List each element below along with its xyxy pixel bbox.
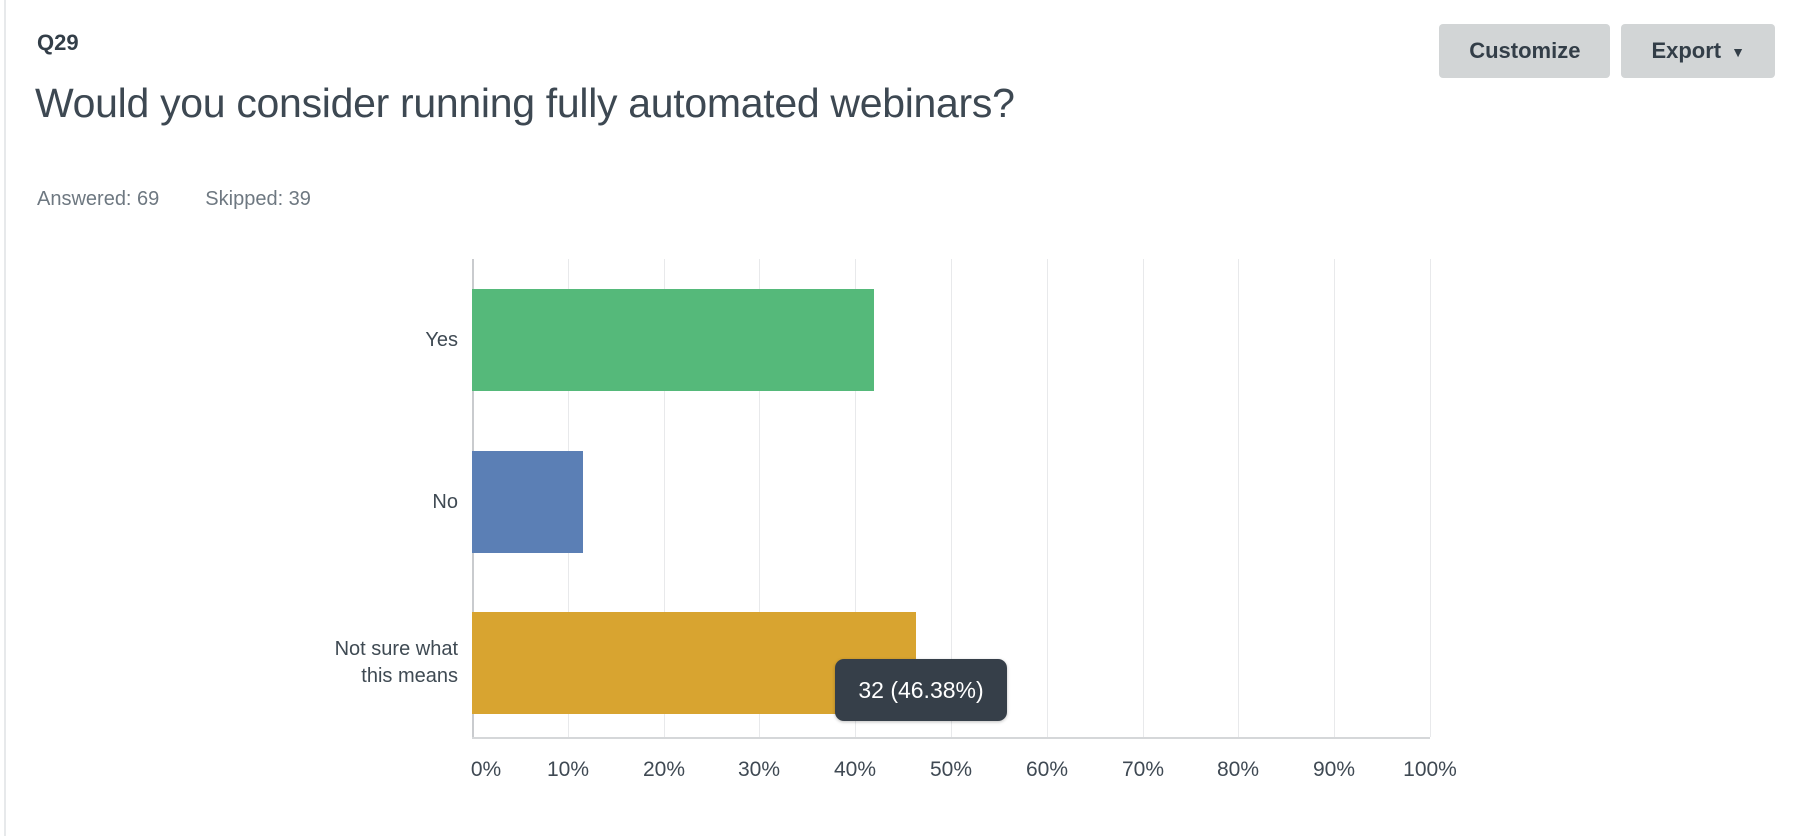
- category-label: Not sure what this means: [334, 638, 458, 687]
- answered-count: Answered: 69: [37, 188, 160, 210]
- gridline: [1430, 259, 1431, 737]
- question-title: Would you consider running fully automat…: [35, 80, 1015, 126]
- export-button-label: Export: [1651, 38, 1722, 63]
- bar-no[interactable]: [472, 451, 583, 553]
- toolbar: Customize Export ▼: [1439, 24, 1775, 78]
- customize-button[interactable]: Customize: [1439, 24, 1611, 78]
- skipped-count: Skipped: 39: [205, 188, 311, 210]
- x-tick-label: 50%: [929, 758, 973, 781]
- gridline: [951, 259, 952, 737]
- card-left-border: [4, 0, 6, 836]
- tooltip-text: 32 (46.38%): [858, 676, 984, 703]
- gridline: [664, 259, 665, 737]
- response-stats: Answered: 69 Skipped: 39: [37, 188, 311, 211]
- gridline: [1238, 259, 1239, 737]
- x-tick-label: 100%: [1403, 758, 1457, 781]
- x-tick-label: 70%: [1121, 758, 1165, 781]
- gridline: [759, 259, 760, 737]
- x-tick-label: 60%: [1025, 758, 1069, 781]
- x-tick-label: 30%: [737, 758, 781, 781]
- plot-area: [472, 259, 1431, 739]
- export-button[interactable]: Export ▼: [1621, 24, 1775, 78]
- category-label: Yes: [425, 328, 458, 351]
- x-tick-label: 90%: [1312, 758, 1356, 781]
- gridline: [1047, 259, 1048, 737]
- x-tick-label: 0%: [470, 758, 502, 781]
- question-number: Q29: [37, 30, 79, 55]
- x-tick-label: 80%: [1216, 758, 1260, 781]
- x-tick-label: 40%: [833, 758, 877, 781]
- gridline: [1143, 259, 1144, 737]
- gridline: [1334, 259, 1335, 737]
- x-tick-label: 20%: [642, 758, 686, 781]
- chevron-down-icon: ▼: [1731, 44, 1745, 60]
- bar-value-tooltip: 32 (46.38%): [835, 659, 1007, 721]
- bar-yes[interactable]: [472, 289, 874, 391]
- x-tick-label: 10%: [546, 758, 590, 781]
- gridline: [855, 259, 856, 737]
- category-label: No: [432, 490, 458, 513]
